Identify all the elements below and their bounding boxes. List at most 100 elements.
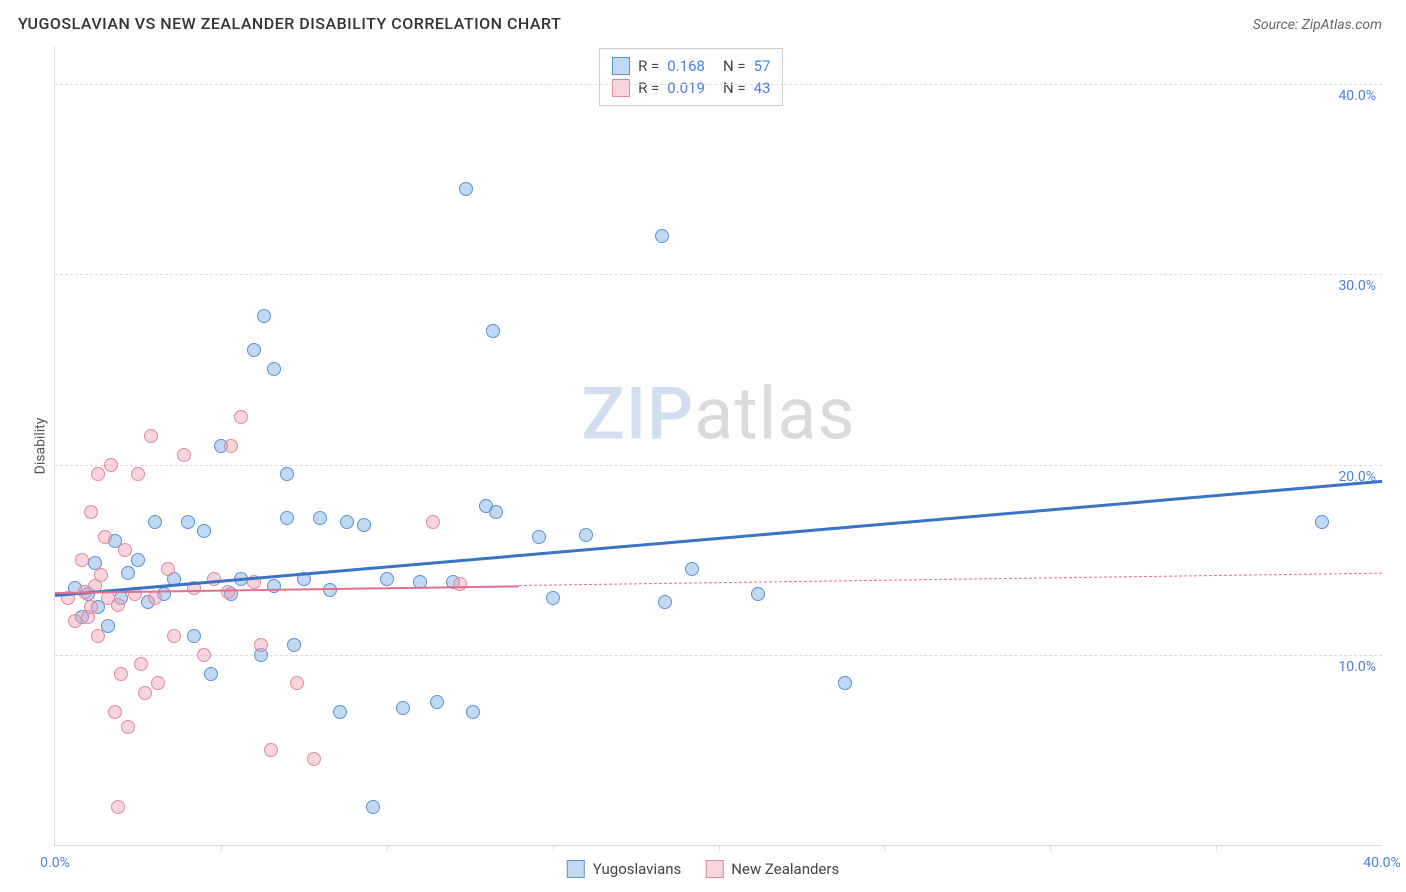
data-point [366, 800, 380, 814]
x-tick-mark [387, 845, 388, 851]
data-point [167, 629, 181, 643]
series-name: New Zealanders [731, 860, 839, 878]
legend-r-label: R = [638, 79, 659, 97]
data-point [290, 676, 304, 690]
legend-n-label: N = [723, 79, 746, 97]
data-point [118, 543, 132, 557]
data-point [108, 705, 122, 719]
source-label: Source: ZipAtlas.com [1253, 17, 1382, 33]
data-point [111, 800, 125, 814]
data-point [546, 591, 560, 605]
x-tick-mark [553, 845, 554, 851]
data-point [161, 562, 175, 576]
y-axis-label: Disability [32, 418, 48, 475]
x-tick-label: 0.0% [40, 855, 70, 871]
x-tick-mark [1050, 845, 1051, 851]
x-tick-mark [719, 845, 720, 851]
data-point [91, 467, 105, 481]
series-legend-item: Yugoslavians [567, 860, 682, 878]
data-point [84, 600, 98, 614]
trend-line [519, 573, 1382, 586]
watermark: ZIPatlas [581, 371, 855, 456]
x-tick-mark [884, 845, 885, 851]
data-point [658, 595, 672, 609]
data-point [280, 467, 294, 481]
data-point [340, 515, 354, 529]
series-legend-item: New Zealanders [705, 860, 839, 878]
gridline-h [55, 274, 1382, 275]
data-point [313, 511, 327, 525]
stats-legend: R = 0.168 N = 57 R = 0.019 N = 43 [599, 48, 783, 106]
data-point [1315, 515, 1329, 529]
legend-swatch [612, 79, 630, 97]
data-point [197, 524, 211, 538]
data-point [84, 505, 98, 519]
data-point [144, 429, 158, 443]
data-point [197, 648, 211, 662]
data-point [131, 467, 145, 481]
data-point [486, 324, 500, 338]
data-point [94, 568, 108, 582]
gridline-h [55, 465, 1382, 466]
data-point [257, 309, 271, 323]
data-point [280, 511, 294, 525]
data-point [838, 676, 852, 690]
data-point [151, 676, 165, 690]
series-name: Yugoslavians [593, 860, 682, 878]
watermark-zip: ZIP [581, 371, 694, 456]
y-tick-label: 40.0% [1338, 88, 1376, 104]
x-tick-label: 40.0% [1363, 855, 1401, 871]
data-point [234, 410, 248, 424]
watermark-atlas: atlas [694, 371, 856, 456]
data-point [751, 587, 765, 601]
series-legend: Yugoslavians New Zealanders [567, 860, 839, 878]
legend-r-value: 0.168 [667, 57, 705, 75]
data-point [264, 743, 278, 757]
data-point [138, 686, 152, 700]
legend-swatch [612, 57, 630, 75]
legend-n-value: 57 [754, 57, 771, 75]
y-tick-label: 30.0% [1338, 278, 1376, 294]
plot-region: ZIPatlas R =0.168N =57R =0.019N =43 10.0… [54, 46, 1382, 846]
legend-swatch [567, 860, 585, 878]
data-point [91, 629, 105, 643]
data-point [207, 572, 221, 586]
data-point [579, 528, 593, 542]
data-point [148, 515, 162, 529]
chart-area: Disability ZIPatlas R = 0.168 N = 57 R = 0.01… [18, 46, 1382, 846]
chart-title: YUGOSLAVIAN VS NEW ZEALANDER DISABILITY … [18, 14, 561, 33]
data-point [307, 752, 321, 766]
data-point [75, 553, 89, 567]
data-point [459, 182, 473, 196]
data-point [148, 591, 162, 605]
data-point [430, 695, 444, 709]
stats-legend-row: R = 0.019 N = 43 [612, 77, 770, 99]
data-point [267, 579, 281, 593]
data-point [357, 518, 371, 532]
data-point [466, 705, 480, 719]
legend-r-value: 0.019 [667, 79, 705, 97]
data-point [114, 667, 128, 681]
legend-swatch [705, 860, 723, 878]
data-point [181, 515, 195, 529]
data-point [396, 701, 410, 715]
data-point [254, 638, 268, 652]
data-point [131, 553, 145, 567]
data-point [221, 585, 235, 599]
data-point [68, 614, 82, 628]
data-point [685, 562, 699, 576]
data-point [655, 229, 669, 243]
data-point [111, 598, 125, 612]
data-point [121, 566, 135, 580]
data-point [104, 458, 118, 472]
legend-r-label: R = [638, 57, 659, 75]
data-point [204, 667, 218, 681]
data-point [333, 705, 347, 719]
legend-n-value: 43 [754, 79, 771, 97]
data-point [426, 515, 440, 529]
trend-line [55, 480, 1382, 597]
legend-n-label: N = [723, 57, 746, 75]
data-point [532, 530, 546, 544]
stats-legend-row: R = 0.168 N = 57 [612, 55, 770, 77]
data-point [224, 439, 238, 453]
